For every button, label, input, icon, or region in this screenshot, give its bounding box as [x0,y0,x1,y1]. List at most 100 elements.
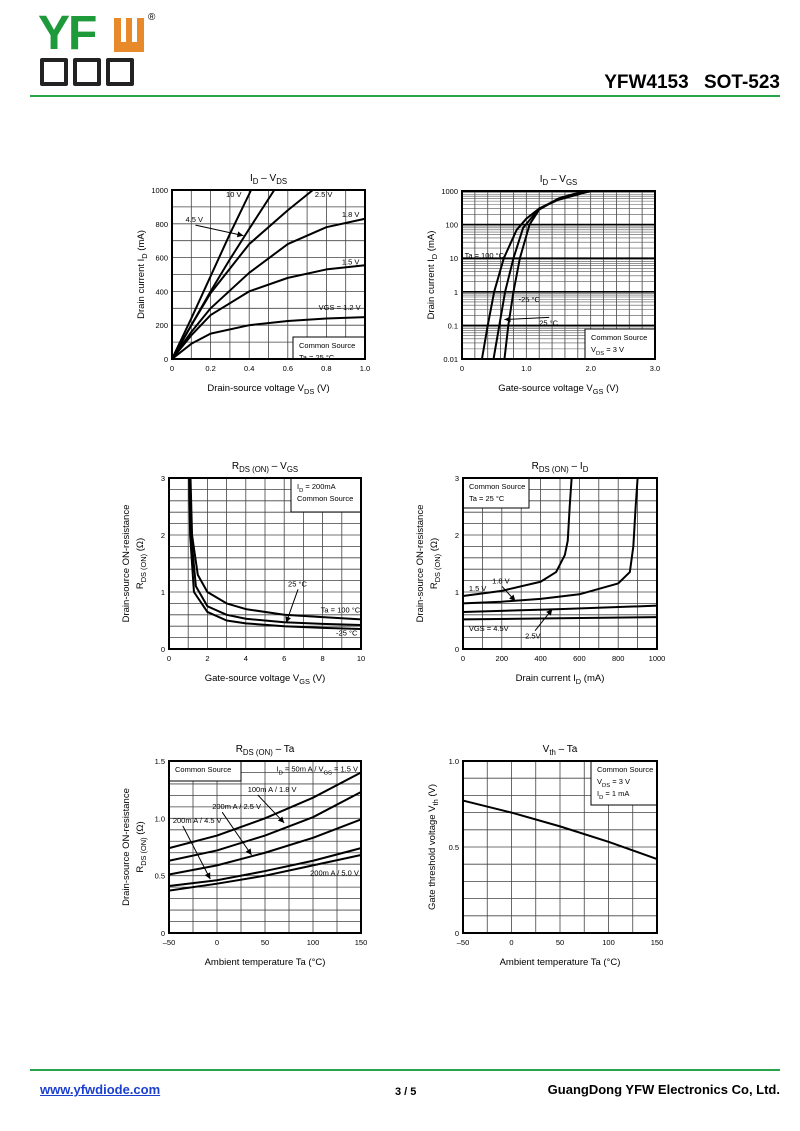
subscript-text: DS (ON) [139,837,148,865]
label-text: V [591,345,596,354]
arrow-head [277,816,285,823]
y-tick-label: 800 [155,220,168,229]
series-line-5 [171,264,366,360]
subscript-text: D [430,254,439,259]
label-text: (V) [314,383,329,394]
label-text: I [250,173,253,184]
subscript-text: th [549,748,556,757]
x-tick-label: 2.0 [585,364,595,373]
footer-divider [30,1069,780,1071]
label-text: R [429,582,440,589]
label-text: 2.5V [525,632,540,641]
curve-label: 1.5 V [342,257,360,266]
arrow-head [546,609,553,616]
label-text: R [232,461,239,472]
label-text: 1.8 V [342,210,360,219]
arrow-head [504,316,511,323]
label-text: I [540,174,543,185]
label-text: Common Source [591,333,647,342]
chart-title: Vth – Ta [543,744,578,757]
y-tick-label: 1.0 [449,757,459,766]
x-tick-label: 50 [556,938,564,947]
subscript-text: DS [602,783,610,789]
x-tick-label: 400 [534,654,547,663]
label-text: Drain current I [426,259,437,319]
label-text: VGS = 4.5V [469,624,509,633]
plot-border [462,477,658,650]
legend-box [590,760,658,806]
company-name: GuangDong YFW Electronics Co, Ltd. [547,1082,780,1097]
label-text: = 3 V [610,777,630,786]
x-tick-label: 800 [612,654,625,663]
subscript-text: GS [287,465,298,474]
label-text: 1.5 V [469,584,487,593]
y-tick-label: 0 [161,645,165,654]
curve-label: 1.8 V [342,210,360,219]
label-text: -25 °C [519,295,541,304]
annotation-arrow [195,224,244,237]
logo-w-mark [114,18,144,52]
label-text: V [597,777,602,786]
label-text: VGS = 1.2 V [319,303,361,312]
subscript-text: D [543,178,549,187]
label-text: R [135,866,146,873]
subscript-text: DS (ON) [539,465,569,474]
y-tick-label: 0.5 [155,872,165,881]
series-line-3 [503,190,585,360]
x-tick-label: 4 [244,654,248,663]
label-text: – I [569,461,583,472]
plot-border [168,760,362,934]
y-tick-label: 3 [455,474,459,483]
curve-label: 1.5 V [469,584,487,593]
x-tick-label: 0.4 [244,364,254,373]
legend-line: Common Source [591,333,647,342]
y-axis-label: RDS (ON) (Ω) [429,538,442,589]
x-tick-label: 0 [167,654,171,663]
label-text: I [597,789,599,798]
chart-1: Common Source Ta = 25 °C 10 V 4.5 V 2.5 V 1.8… [136,173,370,396]
annotation-arrow [221,811,252,856]
x-tick-label: –50 [457,938,470,947]
annotation-arrow [504,316,550,320]
y-tick-label: 0.5 [449,843,459,852]
subscript-text: GS [593,387,604,396]
y-tick-label: 2 [161,531,165,540]
y-axis-label: RDS (ON) (Ω) [135,821,148,872]
arrow-head [204,872,211,880]
subscript-text: DS [276,177,287,186]
label-text: Gate threshold voltage V [427,805,438,910]
x-axis-label: Drain-source voltage VDS (V) [207,383,329,396]
curve-label: Ta = 100 °C [465,251,505,260]
y-tick-label: 1 [454,288,458,297]
label-text: Ambient temperature Ta (°C) [205,957,326,968]
label-text: Ta = 100 °C [321,606,361,615]
series-line-4 [462,616,658,621]
series-line-3 [171,189,314,360]
label-text: (mA) [136,230,147,253]
x-tick-label: 100 [307,938,320,947]
y-tick-label: 10 [450,254,458,263]
series-line-6 [171,316,366,360]
series-line-3 [462,604,658,613]
x-tick-label: 3.0 [650,364,660,373]
label-text: Ta = 25 °C [299,353,335,362]
label-text: 2.5 V [315,190,333,199]
subscript-text: DS [596,351,604,357]
label-text: 100m A / 1.8 V [248,785,297,794]
plot-border [461,190,656,360]
y-axis-label: Drain-source ON-resistance [121,505,132,623]
subscript-text: GS [566,178,577,187]
curve-label: 200m A / 4.5 V [173,816,222,825]
label-text: Ta = 100 °C [465,251,505,260]
annotation-arrow [257,794,285,824]
curve-label: Ta = 100 °C [321,606,361,615]
part-number-title: YFW4153 SOT-523 [604,72,780,93]
x-tick-label: 0 [170,364,174,373]
y-tick-label: 2 [455,531,459,540]
curve-label: 10 V [226,190,241,199]
website-link[interactable]: www.yfwdiode.com [40,1082,161,1097]
y-tick-label: 1 [455,588,459,597]
arrow-head [245,848,252,856]
